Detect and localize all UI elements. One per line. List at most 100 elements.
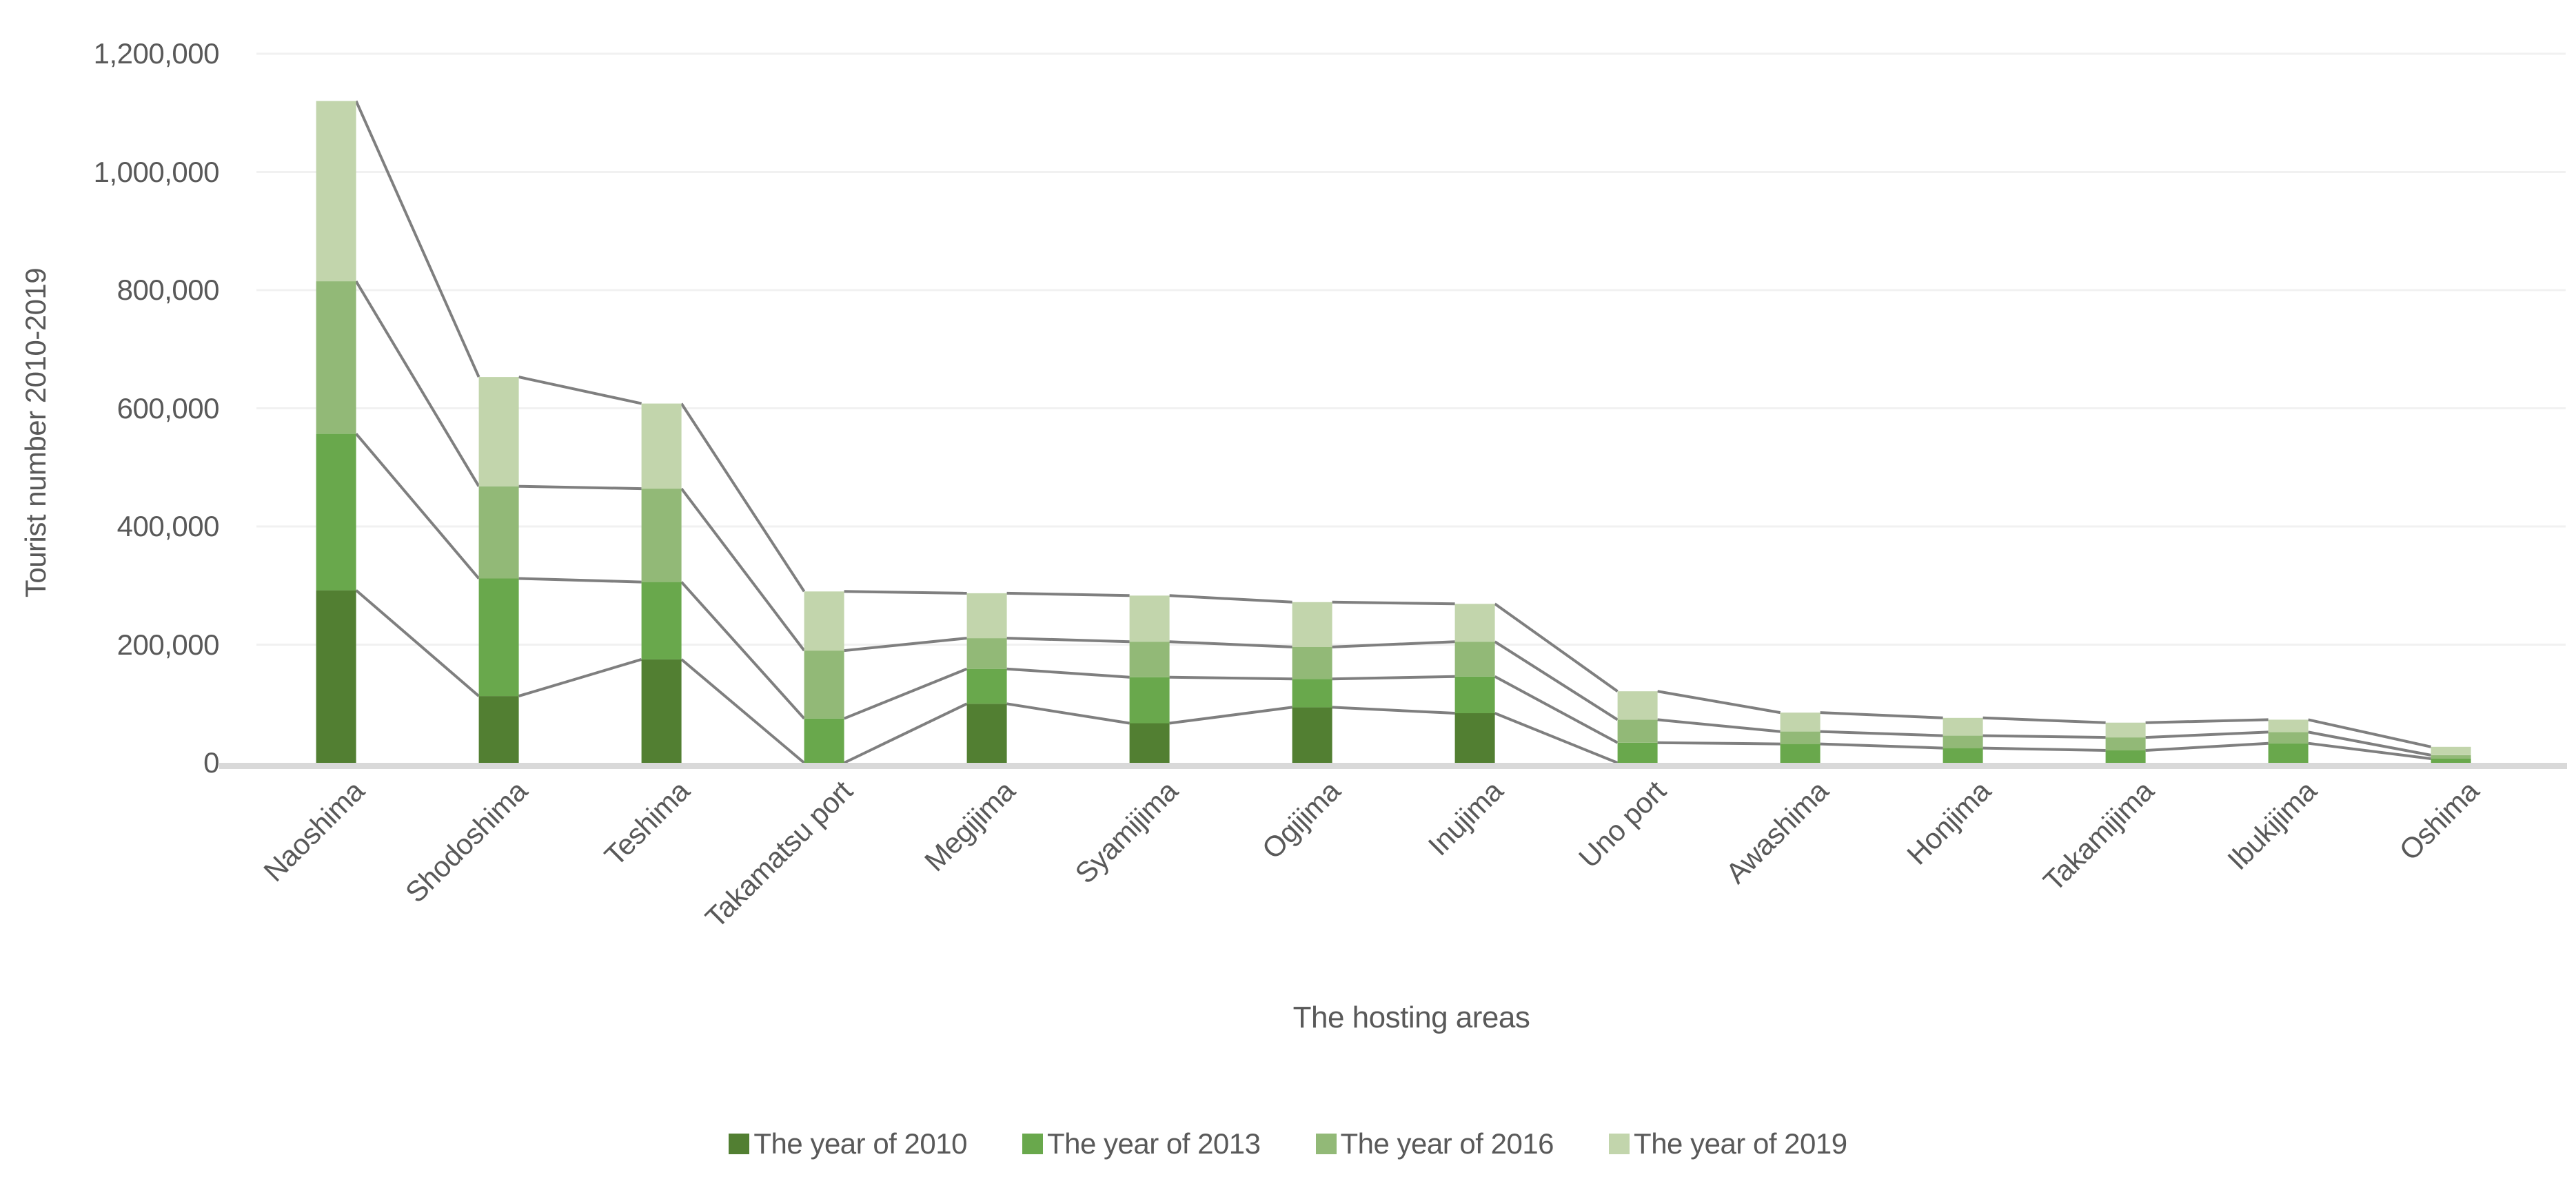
series-connector-line: [2145, 718, 2269, 724]
bar-segment: [316, 433, 356, 591]
bar-segment: [1129, 723, 1170, 763]
series-connector-line: [1494, 640, 1619, 721]
legend-swatch-icon: [1022, 1134, 1043, 1154]
bar-segment: [478, 486, 519, 579]
series-connector-line: [843, 667, 968, 720]
bar-segment: [1292, 602, 1332, 647]
series-connector-line: [1820, 730, 1943, 737]
series-connector-line: [518, 657, 642, 698]
legend-label: The year of 2016: [1340, 1127, 1554, 1160]
legend-label: The year of 2010: [753, 1127, 967, 1160]
series-connector-line: [1006, 667, 1130, 679]
series-connector-line: [1820, 742, 1943, 750]
series-connector-line: [2308, 718, 2432, 748]
bar-segment: [2105, 722, 2146, 738]
series-connector-line: [354, 100, 480, 378]
series-connector-line: [1169, 640, 1292, 648]
series-connector-line: [354, 280, 480, 487]
bar-segment: [1292, 679, 1332, 708]
bar-segment: [1617, 691, 1658, 720]
bar-segment: [641, 582, 682, 659]
y-tick-label: 1,200,000: [93, 37, 220, 70]
series-connector-line: [1006, 637, 1130, 644]
bar-segment: [1780, 731, 1821, 744]
bar-segment: [316, 101, 356, 282]
y-tick-label: 600,000: [116, 392, 220, 424]
bar-segment: [2268, 743, 2309, 763]
bar-segment: [1129, 595, 1170, 642]
series-connector-line: [680, 658, 805, 764]
bar-segment: [1129, 677, 1170, 724]
legend: The year of 2010 The year of 2013 The year…: [0, 1127, 2576, 1160]
bar-segment: [2268, 732, 2309, 744]
bar-segment: [804, 718, 844, 763]
y-axis-title: Tourist number 2010-2019: [19, 267, 52, 598]
bar-segment: [641, 659, 682, 763]
bar-segment: [1454, 642, 1495, 677]
bar-segment: [478, 377, 519, 487]
series-connector-line: [2145, 741, 2269, 752]
series-connector-line: [1169, 706, 1292, 725]
bar-segment: [1617, 719, 1658, 743]
series-connector-line: [518, 577, 642, 584]
series-connector-line: [1494, 712, 1619, 764]
bar-segment: [804, 591, 844, 651]
legend-swatch-icon: [1609, 1134, 1630, 1154]
series-connector-line: [1332, 640, 1455, 648]
bar-segment: [966, 668, 1007, 704]
bar-segment: [2105, 737, 2146, 750]
series-connector-line: [1332, 706, 1455, 715]
bar-segment: [1454, 604, 1495, 642]
series-connector-line: [2145, 730, 2269, 739]
y-tick-label: 200,000: [116, 628, 220, 661]
legend-swatch-icon: [1315, 1134, 1337, 1154]
bar-segment: [316, 590, 356, 763]
bar-segment: [478, 578, 519, 697]
series-connector-line: [1006, 702, 1130, 725]
legend-item: The year of 2010: [729, 1127, 967, 1160]
bar-segment: [1454, 676, 1495, 713]
legend-swatch-icon: [729, 1134, 750, 1154]
series-connector-line: [1982, 716, 2106, 724]
bar-segment: [2268, 719, 2309, 733]
y-tick-label: 1,000,000: [93, 156, 220, 188]
legend-label: The year of 2019: [1634, 1127, 1847, 1160]
series-connector-line: [2308, 730, 2431, 757]
bar-segment: [641, 489, 682, 582]
y-tick-label: 800,000: [116, 274, 220, 306]
series-connector-line: [518, 484, 642, 491]
series-connector-line: [680, 581, 806, 720]
series-connector-line: [843, 702, 968, 764]
bar-segment: [966, 638, 1007, 669]
bar-segment: [1292, 707, 1332, 763]
series-connector-line: [1657, 741, 1781, 746]
bar-segment: [1292, 646, 1332, 679]
series-connector-line: [1332, 675, 1455, 681]
legend-item: The year of 2016: [1315, 1127, 1554, 1160]
bar-segment: [2431, 746, 2471, 755]
legend-item: The year of 2019: [1609, 1127, 1847, 1160]
series-connector-line: [1169, 675, 1292, 681]
bar-segment: [2431, 759, 2471, 763]
series-connector-line: [844, 637, 967, 653]
bar-segment: [966, 593, 1007, 639]
series-connector-line: [844, 590, 967, 595]
series-connector-line: [355, 433, 480, 580]
series-connector-line: [1006, 591, 1130, 597]
series-connector-line: [355, 589, 480, 697]
bar-segment: [1617, 742, 1658, 763]
x-axis-title: The hosting areas: [1292, 1001, 1530, 1034]
series-connector-line: [1982, 734, 2106, 739]
series-connector-line: [1982, 746, 2106, 752]
bar-segment: [478, 696, 519, 763]
series-connector-line: [680, 402, 806, 593]
series-connector-line: [1494, 675, 1619, 744]
bar-segment: [1943, 717, 1983, 736]
bar-segment: [641, 403, 682, 489]
bar-segment: [1454, 713, 1495, 763]
y-tick-label: 400,000: [116, 510, 220, 542]
series-connector-line: [680, 487, 806, 652]
series-connector-line: [2308, 741, 2431, 760]
